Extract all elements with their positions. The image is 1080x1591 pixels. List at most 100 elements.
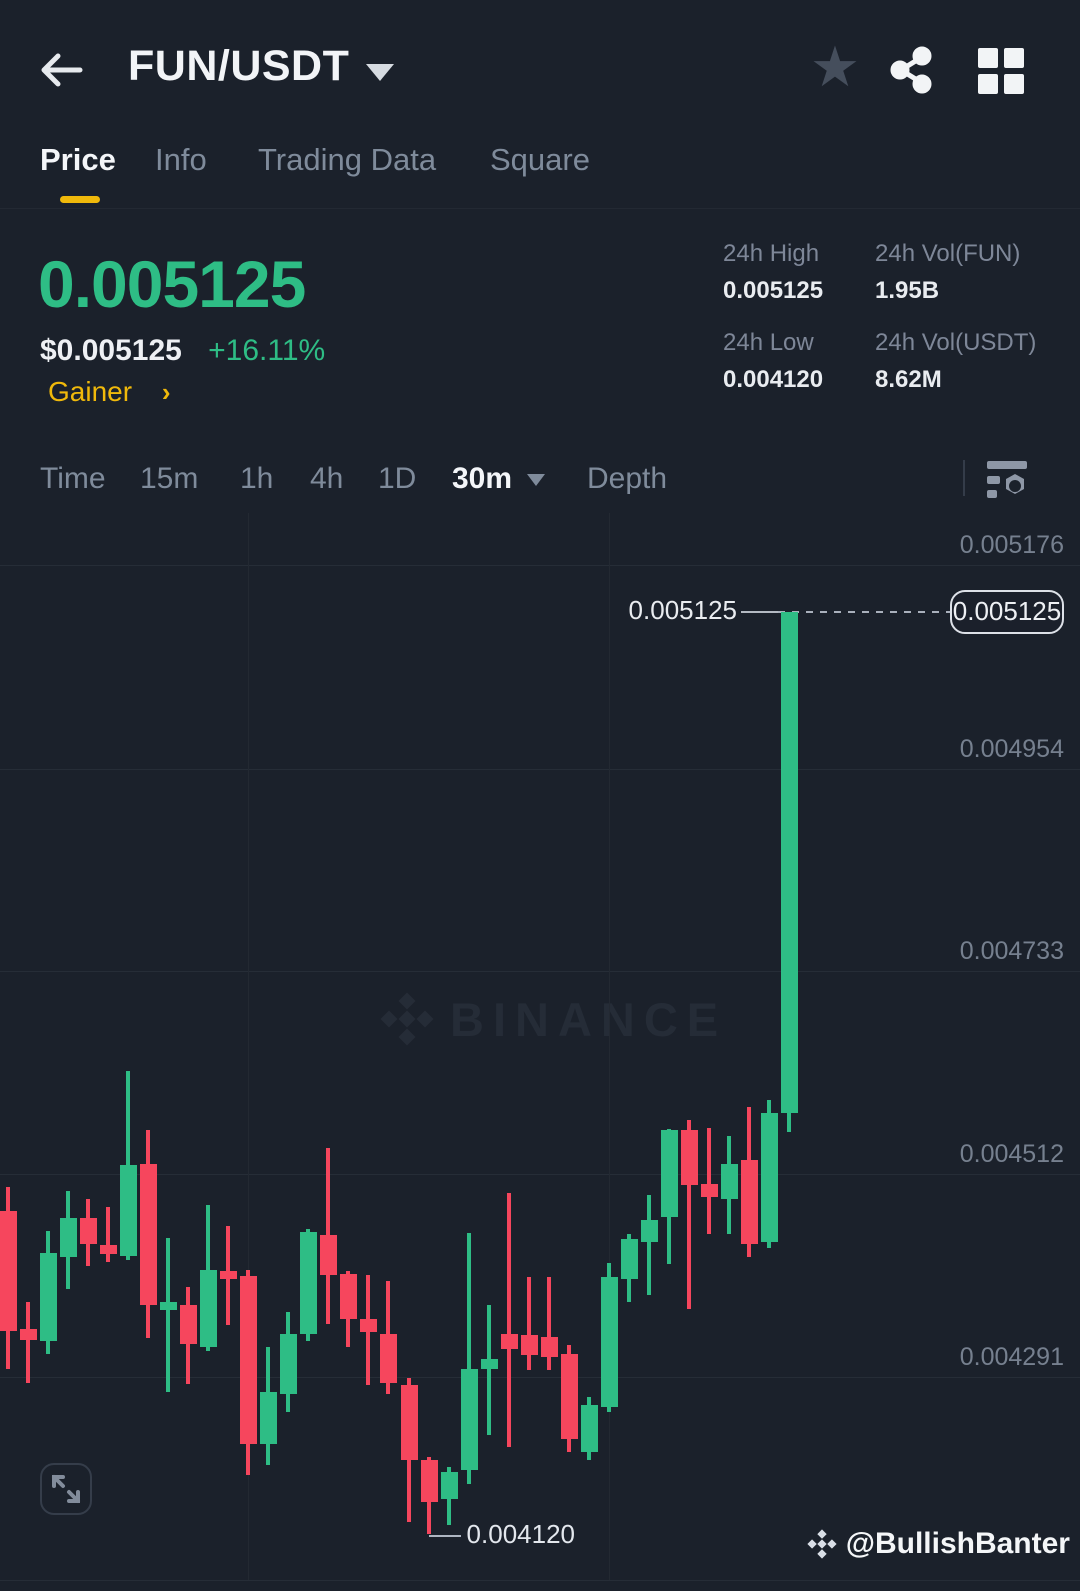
stat-24h-vol-fun: 24h Vol(FUN) 1.95B — [875, 240, 1021, 304]
current-price-line-dashed — [778, 610, 950, 613]
candle — [300, 1232, 318, 1334]
candle-wick — [165, 1237, 170, 1392]
tf-1d[interactable]: 1D — [378, 462, 417, 495]
symbol-title: FUN/USDT — [128, 42, 350, 90]
candle — [400, 1385, 418, 1461]
candle — [641, 1220, 659, 1243]
h-gridline — [0, 565, 1080, 566]
candle-wick — [25, 1301, 30, 1384]
h-gridline — [0, 1579, 1080, 1581]
candle — [0, 1210, 17, 1332]
h-gridline — [0, 971, 1080, 973]
candle — [39, 1253, 57, 1342]
stat-24h-high: 24h High 0.005125 — [723, 240, 824, 304]
binance-logo-icon — [807, 1529, 837, 1559]
stats-grid: 24h High 0.005125 24h Vol(FUN) 1.95B 24h… — [723, 240, 1050, 394]
tab-info[interactable]: Info — [155, 142, 207, 177]
y-axis-tick-label: 0.004733 — [959, 937, 1064, 966]
last-price: 0.005125 — [38, 247, 306, 321]
y-axis-tick-label: 0.005176 — [959, 531, 1064, 559]
favorite-star-icon[interactable]: ★ — [809, 35, 861, 98]
price-sub-row: $0.005125 +16.11% — [40, 334, 325, 368]
candle — [681, 1130, 699, 1186]
candle — [440, 1471, 458, 1500]
binance-logo-icon — [380, 992, 434, 1046]
tab-price[interactable]: Price — [40, 142, 116, 177]
indicator-settings-icon[interactable] — [986, 460, 1030, 500]
candle — [340, 1274, 358, 1320]
candle — [601, 1276, 618, 1408]
candle — [159, 1301, 177, 1310]
tab-trading-data[interactable]: Trading Data — [258, 142, 437, 177]
y-axis-tick-label: 0.004954 — [959, 734, 1064, 763]
tab-square[interactable]: Square — [490, 142, 590, 177]
tf-selected-30m[interactable]: 30m — [452, 462, 513, 495]
candle — [320, 1234, 338, 1276]
candle-wick — [687, 1120, 692, 1310]
candle — [240, 1276, 258, 1444]
divider — [0, 208, 1080, 209]
candle — [460, 1368, 478, 1470]
fiat-price: $0.005125 — [40, 334, 182, 367]
caret-down-icon — [527, 474, 545, 486]
back-button[interactable] — [36, 44, 88, 96]
candle — [79, 1218, 97, 1244]
candle — [59, 1218, 77, 1257]
candle — [480, 1358, 498, 1369]
candle-wick — [546, 1276, 551, 1370]
low-marker-line — [428, 1534, 461, 1537]
tf-15m[interactable]: 15m — [140, 462, 199, 495]
candle-wick — [506, 1192, 511, 1447]
candle — [139, 1164, 157, 1305]
share-icon[interactable] — [888, 46, 936, 94]
candlestick-chart[interactable]: BINANCE 0.005176 0.004954 0.004733 0.004512… — [0, 513, 1080, 1591]
candle — [380, 1333, 398, 1383]
h-gridline — [0, 1376, 1080, 1378]
candle — [580, 1405, 598, 1453]
stat-24h-vol-usdt: 24h Vol(USDT) 8.62M — [875, 329, 1037, 393]
change-percent: +16.11% — [208, 334, 326, 367]
candle — [99, 1244, 117, 1255]
tf-4h[interactable]: 4h — [310, 462, 344, 495]
candle — [701, 1184, 719, 1198]
stat-24h-low: 24h Low 0.004120 — [723, 329, 824, 393]
tf-1h[interactable]: 1h — [240, 462, 274, 495]
tf-depth[interactable]: Depth — [587, 462, 668, 495]
h-gridline — [0, 768, 1080, 770]
candle — [741, 1160, 759, 1244]
current-price-badge: 0.005125 — [950, 589, 1064, 634]
candle-wick — [486, 1305, 491, 1435]
fullscreen-expand-button[interactable] — [40, 1463, 92, 1515]
current-price-line-solid — [741, 610, 778, 613]
watermark-text: BINANCE — [450, 992, 728, 1046]
candle — [781, 611, 799, 1113]
candle-wick — [526, 1276, 531, 1370]
caret-down-icon — [366, 64, 394, 81]
symbol-selector[interactable]: FUN/USDT — [128, 42, 349, 91]
candle — [661, 1130, 679, 1218]
current-price-label: 0.005125 — [628, 594, 737, 625]
candle — [761, 1112, 779, 1243]
grid-markets-icon[interactable] — [978, 48, 1024, 94]
candle-wick — [466, 1232, 471, 1485]
candle — [621, 1239, 639, 1279]
expand-arrows-icon — [52, 1475, 80, 1503]
candle — [19, 1329, 37, 1341]
candle — [520, 1334, 538, 1355]
candle — [179, 1304, 197, 1344]
active-tab-underline — [60, 196, 100, 203]
low-marker-label: 0.004120 — [466, 1518, 575, 1549]
candle — [200, 1269, 217, 1347]
candle-wick — [707, 1128, 712, 1234]
chevron-right-icon: › — [161, 377, 171, 407]
candle-wick — [647, 1195, 652, 1296]
y-axis-tick-label: 0.004291 — [959, 1342, 1064, 1371]
tf-time[interactable]: Time — [40, 462, 106, 495]
candle — [260, 1391, 278, 1444]
candle — [119, 1165, 137, 1256]
y-axis-tick-label: 0.004512 — [959, 1140, 1064, 1169]
v-gridline — [248, 513, 249, 1580]
gainer-label: Gainer — [48, 376, 133, 407]
gainer-link[interactable]: Gainer › — [48, 376, 171, 408]
